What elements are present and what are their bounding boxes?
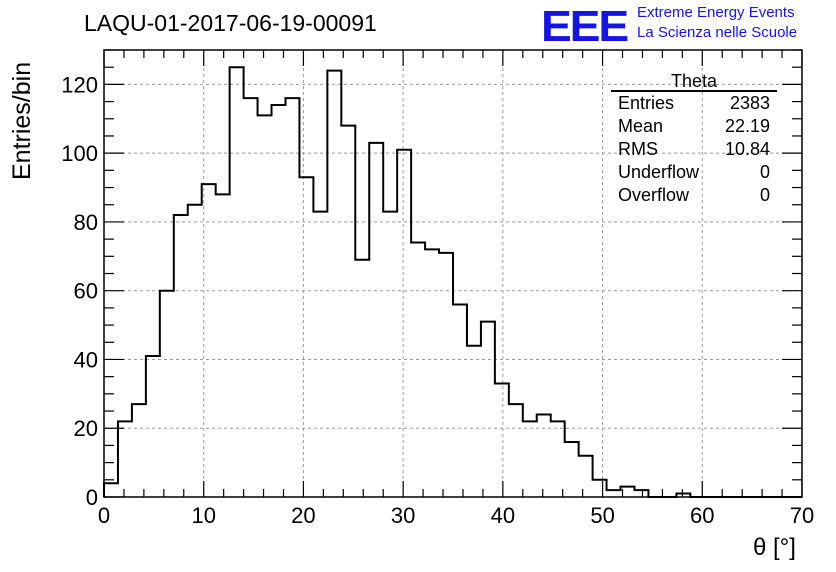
stats-label: Entries <box>618 93 675 113</box>
logo-line-1: Extreme Energy Events <box>637 4 795 21</box>
x-tick-label: 0 <box>98 503 110 528</box>
x-tick-label: 50 <box>590 503 614 528</box>
x-axis-label: θ [°] <box>753 534 796 561</box>
y-tick-label: 20 <box>74 416 98 441</box>
y-tick-label: 120 <box>61 72 98 97</box>
stats-label: Mean <box>618 116 664 136</box>
stats-label: Underflow <box>618 162 700 182</box>
x-tick-label: 70 <box>790 503 814 528</box>
stats-box: Theta Entries 2383 Mean 22.19 RMS 10.84 … <box>611 72 777 207</box>
stats-row-overflow: Overflow 0 <box>611 184 777 207</box>
x-tick-label: 60 <box>690 503 714 528</box>
x-tick-label: 30 <box>391 503 415 528</box>
stats-row-mean: Mean 22.19 <box>611 115 777 138</box>
grid-lines <box>104 50 802 497</box>
stats-label: RMS <box>618 139 658 159</box>
stats-value: 0 <box>759 185 770 205</box>
axis-ticks <box>103 49 803 498</box>
y-tick-label: 0 <box>86 485 98 510</box>
y-tick-label: 60 <box>74 279 98 304</box>
y-axis-label: Entries/bin <box>8 61 36 180</box>
eee-logo: EEE <box>540 2 629 51</box>
chart-title: LAQU-01-2017-06-19-00091 <box>84 10 377 36</box>
stats-value: 0 <box>759 162 770 182</box>
y-tick-label: 80 <box>74 210 98 235</box>
y-tick-label: 100 <box>61 141 98 166</box>
stats-label: Overflow <box>618 185 690 205</box>
y-tick-label: 40 <box>74 347 98 372</box>
stats-value: 10.84 <box>724 139 770 159</box>
stats-row-rms: RMS 10.84 <box>611 138 777 161</box>
x-tick-label: 10 <box>191 503 215 528</box>
histogram-series <box>103 66 802 498</box>
x-tick-label: 20 <box>291 503 315 528</box>
logo-line-2: La Scienza nelle Scuole <box>637 24 798 41</box>
tick-labels: 0 10 20 30 40 50 60 70 0 20 40 60 80 100 120 <box>61 72 814 528</box>
stats-title: Theta <box>611 72 777 92</box>
stats-row-underflow: Underflow 0 <box>611 161 777 184</box>
stats-value: 2383 <box>729 93 770 113</box>
stats-row-entries: Entries 2383 <box>611 92 777 115</box>
stats-value: 22.19 <box>724 116 770 136</box>
x-tick-label: 40 <box>491 503 515 528</box>
